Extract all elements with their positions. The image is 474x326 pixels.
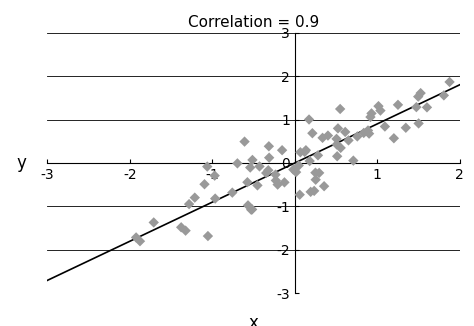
Point xyxy=(136,239,144,244)
Point xyxy=(254,183,261,188)
Point xyxy=(263,170,270,176)
Point xyxy=(203,164,211,169)
Point xyxy=(297,150,304,155)
Point xyxy=(265,155,273,160)
Point xyxy=(201,182,208,187)
Point xyxy=(274,182,282,187)
Point xyxy=(417,91,424,96)
Point xyxy=(244,180,251,185)
Point xyxy=(248,207,256,212)
Point xyxy=(337,145,345,151)
Point xyxy=(341,129,349,135)
Point xyxy=(349,158,357,163)
Point xyxy=(368,111,375,116)
Title: Correlation = 0.9: Correlation = 0.9 xyxy=(188,15,319,30)
Point xyxy=(211,173,219,178)
Text: x: x xyxy=(249,314,258,326)
Point xyxy=(211,196,219,201)
Point xyxy=(345,138,352,143)
Point xyxy=(377,108,384,113)
Point xyxy=(312,177,319,182)
Point xyxy=(314,153,322,158)
Point xyxy=(390,136,398,141)
Point xyxy=(295,163,302,168)
Point xyxy=(296,192,303,197)
Point xyxy=(446,79,453,84)
Point xyxy=(324,133,332,138)
Point xyxy=(333,142,340,147)
Point xyxy=(365,131,373,136)
Point xyxy=(311,170,319,175)
Point xyxy=(204,233,212,239)
Point xyxy=(310,188,318,194)
Point xyxy=(333,154,341,159)
Point xyxy=(315,170,323,175)
Point xyxy=(305,117,313,122)
Point xyxy=(337,106,344,111)
Point xyxy=(412,105,420,110)
Point xyxy=(423,105,431,110)
Point xyxy=(292,170,300,175)
Point xyxy=(177,225,185,230)
Point xyxy=(249,157,256,163)
Point xyxy=(256,164,264,169)
Point xyxy=(333,136,340,141)
Point xyxy=(272,172,279,177)
Point xyxy=(334,126,342,131)
Point xyxy=(354,134,361,139)
Point xyxy=(367,114,374,120)
Point xyxy=(185,201,193,207)
Point xyxy=(364,128,372,133)
Point xyxy=(264,168,272,173)
Point xyxy=(234,161,241,166)
Point xyxy=(272,178,280,183)
Point xyxy=(309,131,316,136)
Point xyxy=(247,207,255,212)
Point xyxy=(281,180,288,185)
Point xyxy=(440,93,447,98)
Text: y: y xyxy=(17,154,27,172)
Point xyxy=(244,203,252,208)
Point xyxy=(278,148,286,153)
Point xyxy=(290,167,297,172)
Point xyxy=(414,94,422,99)
Point xyxy=(394,102,402,108)
Point xyxy=(381,124,389,129)
Point xyxy=(402,125,410,130)
Point xyxy=(307,189,314,194)
Point xyxy=(302,148,310,153)
Point xyxy=(246,165,254,170)
Point xyxy=(265,144,273,149)
Point xyxy=(360,130,367,136)
Point xyxy=(241,139,248,144)
Point xyxy=(320,184,328,189)
Point xyxy=(182,228,190,233)
Point xyxy=(301,149,309,155)
Point xyxy=(374,104,382,109)
Point xyxy=(415,121,422,126)
Point xyxy=(191,195,199,200)
Point xyxy=(132,235,140,240)
Point xyxy=(228,190,236,195)
Point xyxy=(306,158,313,164)
Point xyxy=(150,220,157,225)
Point xyxy=(319,135,327,141)
